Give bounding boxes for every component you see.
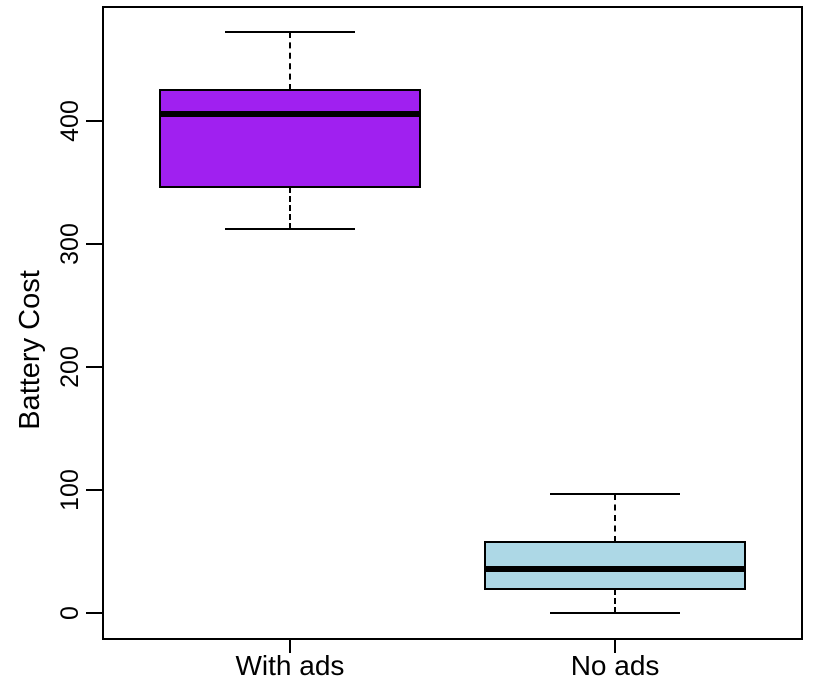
y-tick-label: 300 — [56, 222, 84, 265]
y-tick-label: 200 — [56, 346, 84, 388]
lower-whisker-line — [614, 588, 617, 614]
lower-whisker-cap — [224, 227, 355, 230]
y-tick-mark — [86, 119, 102, 122]
median-line — [158, 111, 421, 118]
y-tick-mark — [86, 242, 102, 245]
x-tick-label: With ads — [235, 650, 345, 681]
x-tick-label: No ads — [570, 650, 660, 681]
y-axis-title: Battery Cost — [14, 270, 46, 430]
lower-whisker-cap — [550, 612, 681, 615]
median-line — [484, 565, 747, 572]
upper-whisker-line — [614, 493, 617, 542]
iqr-box — [158, 88, 421, 189]
upper-whisker-line — [288, 31, 291, 90]
x-tick-mark — [614, 640, 617, 653]
upper-whisker-cap — [224, 30, 355, 33]
upper-whisker-cap — [550, 492, 681, 495]
y-tick-label: 400 — [56, 99, 84, 142]
y-tick-mark — [86, 612, 102, 615]
x-tick-mark — [288, 640, 291, 653]
y-tick-mark — [86, 489, 102, 492]
y-tick-label: 100 — [56, 469, 84, 511]
lower-whisker-line — [288, 187, 291, 229]
y-tick-label: 0 — [56, 606, 84, 621]
y-tick-mark — [86, 365, 102, 368]
iqr-box — [484, 540, 747, 590]
